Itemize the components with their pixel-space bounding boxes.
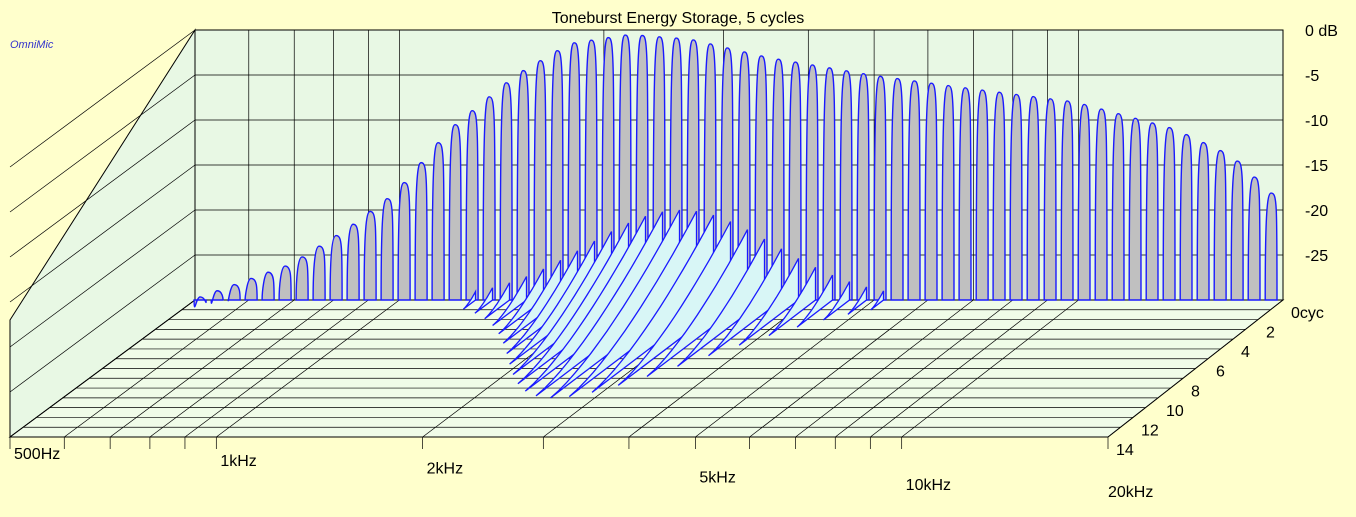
z-tick-label: 12 [1141, 422, 1159, 439]
spectrum-slice [1230, 160, 1244, 301]
spectrum-slice [278, 265, 292, 301]
spectrum-slice [941, 84, 955, 301]
spectrum-slice [533, 59, 547, 301]
decay-slice [768, 266, 817, 337]
spectrum-slice [1043, 98, 1057, 301]
spectrum-slice [448, 123, 462, 301]
x-tick-label: 5kHz [699, 470, 735, 487]
spectrum-slice [346, 223, 360, 301]
spectrum-slice [1145, 122, 1159, 301]
spectrum-slice [584, 39, 598, 301]
x-tick-label: 1kHz [220, 453, 256, 470]
x-tick-label: 10kHz [906, 477, 951, 494]
x-tick-label: 500Hz [14, 446, 60, 463]
spectrum-slice [924, 82, 938, 301]
decay-slice [498, 268, 545, 335]
spectrum-slice [1077, 103, 1091, 301]
decay-slice [484, 282, 511, 320]
spectrum-slice [805, 64, 819, 301]
spectrum-slice [975, 89, 989, 301]
spectrum-slice [312, 245, 326, 301]
spectrum-slice [363, 210, 377, 301]
spectrum-slice [1179, 133, 1193, 301]
x-tick-label: 20kHz [1108, 484, 1153, 501]
spectrum-slice [431, 142, 445, 301]
spectrum-slice [210, 290, 224, 304]
spectrum-slice [822, 67, 836, 301]
spectrum-slice [465, 110, 479, 301]
spectrum-slice [1264, 192, 1278, 301]
slice-layer [193, 34, 1278, 399]
spectrum-slice [873, 75, 887, 301]
spectrum-slice [567, 42, 581, 301]
z-tick-label: 6 [1216, 364, 1225, 381]
spectrum-slice [227, 283, 241, 302]
spectrum-slice [329, 234, 343, 301]
spectrum-slice [499, 82, 513, 301]
spectrum-slice [771, 58, 785, 301]
z-tick-label: 8 [1191, 383, 1200, 400]
watermark-label: OmniMic [10, 39, 54, 51]
spectrum-slice [193, 296, 207, 308]
spectrum-slice [1247, 176, 1261, 301]
spectrum-slice [1009, 93, 1023, 301]
decay-slice [847, 286, 868, 315]
z-tick-label: 4 [1241, 344, 1250, 361]
y-tick-label: -20 [1305, 203, 1328, 220]
spectrum-slice [1196, 141, 1210, 301]
decay-slice [462, 289, 477, 310]
decay-slice [492, 276, 528, 327]
z-tick-label: 2 [1266, 325, 1275, 342]
spectrum-slice [839, 70, 853, 301]
spectrum-slice [907, 80, 921, 301]
z-tick-label: 14 [1116, 442, 1134, 459]
spectrum-slice [1094, 108, 1108, 301]
spectrum-slice [380, 198, 394, 301]
spectrum-slice [788, 61, 802, 301]
spectrum-slice [992, 91, 1006, 301]
decay-slice [708, 248, 783, 357]
spectrum-slice [516, 69, 530, 301]
spectrum-slice [958, 87, 972, 301]
y-tick-label: -10 [1305, 113, 1328, 130]
decay-slice [677, 238, 766, 367]
y-tick-label: -15 [1305, 158, 1328, 175]
spectrum-slice [856, 72, 870, 301]
spectrum-slice [1111, 112, 1125, 301]
z-tick-label: 0cyc [1291, 305, 1324, 322]
z-tick-label: 10 [1166, 403, 1184, 420]
y-tick-label: -5 [1305, 68, 1319, 85]
decay-slice [870, 290, 885, 311]
y-tick-label: -25 [1305, 248, 1328, 265]
decay-slice [738, 258, 800, 346]
spectrum-slice [1026, 95, 1040, 301]
spectrum-slice [1162, 126, 1176, 301]
y-tick-label: 0 dB [1305, 23, 1338, 40]
spectrum-slice [482, 96, 496, 301]
spectrum-slice [414, 161, 428, 301]
chart-title: Toneburst Energy Storage, 5 cycles [552, 10, 805, 27]
spectrum-slice [890, 77, 904, 301]
x-tick-label: 2kHz [427, 460, 463, 477]
decay-slice [796, 274, 834, 328]
spectrum-slice [244, 277, 258, 301]
spectrum-slice [397, 181, 411, 301]
spectrum-slice [1128, 117, 1142, 301]
spectrum-slice [295, 256, 309, 301]
spectrum-slice [261, 271, 275, 301]
spectrum-slice [1213, 149, 1227, 301]
spectrum-slice [1060, 100, 1074, 301]
decay-slice [822, 281, 851, 321]
spectrum-slice [550, 50, 564, 301]
decay-slice [474, 287, 494, 314]
